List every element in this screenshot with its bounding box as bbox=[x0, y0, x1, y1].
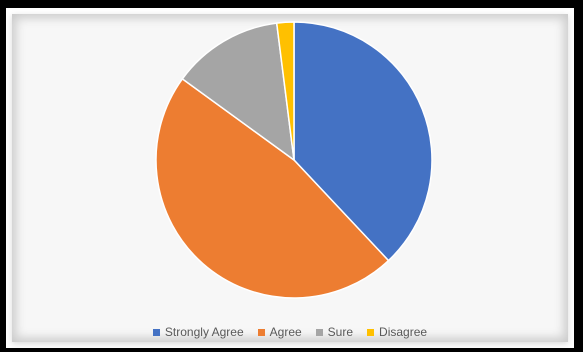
pie-slice-disagree bbox=[275, 21, 295, 161]
legend-label: Sure bbox=[327, 325, 354, 339]
legend-label: Strongly Agree bbox=[164, 325, 244, 339]
pie-slice-strongly-agree bbox=[293, 21, 433, 262]
legend-swatch bbox=[152, 328, 160, 336]
legend-swatch bbox=[315, 328, 323, 336]
legend-label: Agree bbox=[269, 325, 302, 339]
window-frame: Strongly Agree Agree Sure Disagree bbox=[6, 8, 574, 348]
legend-swatch bbox=[257, 328, 265, 336]
legend-item-disagree: Disagree bbox=[367, 325, 427, 339]
legend-item-agree: Agree bbox=[257, 325, 302, 339]
chart-area: Strongly Agree Agree Sure Disagree bbox=[12, 14, 568, 342]
legend-item-sure: Sure bbox=[315, 325, 354, 339]
legend-swatch bbox=[367, 328, 375, 336]
legend-label: Disagree bbox=[379, 325, 428, 339]
pie-slice-sure bbox=[181, 22, 295, 162]
legend-item-strongly-agree: Strongly Agree bbox=[152, 325, 244, 339]
chart-legend: Strongly Agree Agree Sure Disagree bbox=[12, 325, 568, 339]
pie-slice-agree bbox=[155, 77, 390, 299]
pie-chart bbox=[155, 21, 433, 299]
